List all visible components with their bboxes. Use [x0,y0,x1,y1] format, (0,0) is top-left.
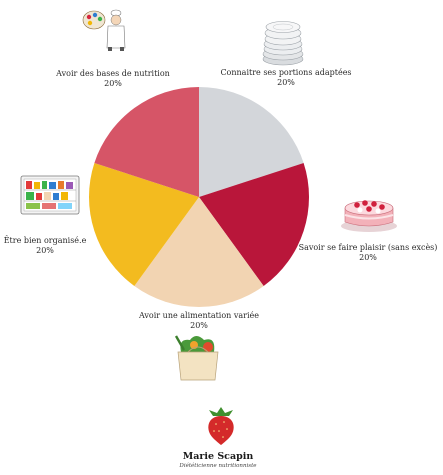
slice-label-1: Connaitre ses portions adaptées [220,68,351,77]
strawberry-logo-icon [208,407,234,445]
slice-label-2: Savoir se faire plaisir (sans excès) [299,243,438,252]
slice-percent-2: 20% [359,253,377,262]
brand-subtitle: Diététicienne nutritionniste [178,462,257,469]
slice-percent-1: 20% [277,78,295,87]
brand-name: Marie Scapin [183,451,254,462]
slice-label-4: Être bien organisé.e [4,236,87,245]
strawberry-cake-icon [341,200,397,232]
stacked-plates-icon [262,21,304,66]
slice-label-3: Avoir une alimentation variée [138,311,259,320]
pie-slice-5 [94,87,199,197]
slice-percent-3: 20% [190,321,208,330]
slice-percent-5: 20% [104,79,122,88]
grocery-bag-icon [174,335,219,381]
slice-percent-4: 20% [36,246,54,255]
slice-label-5: Avoir des bases de nutrition [55,69,170,78]
pie-slice-1 [199,87,304,197]
pie-slice-2 [199,163,310,286]
chef-with-palette-icon [82,9,126,51]
pie-slice-4 [88,163,199,286]
organized-fridge-icon [20,175,80,215]
pie-slice-3 [134,197,264,308]
